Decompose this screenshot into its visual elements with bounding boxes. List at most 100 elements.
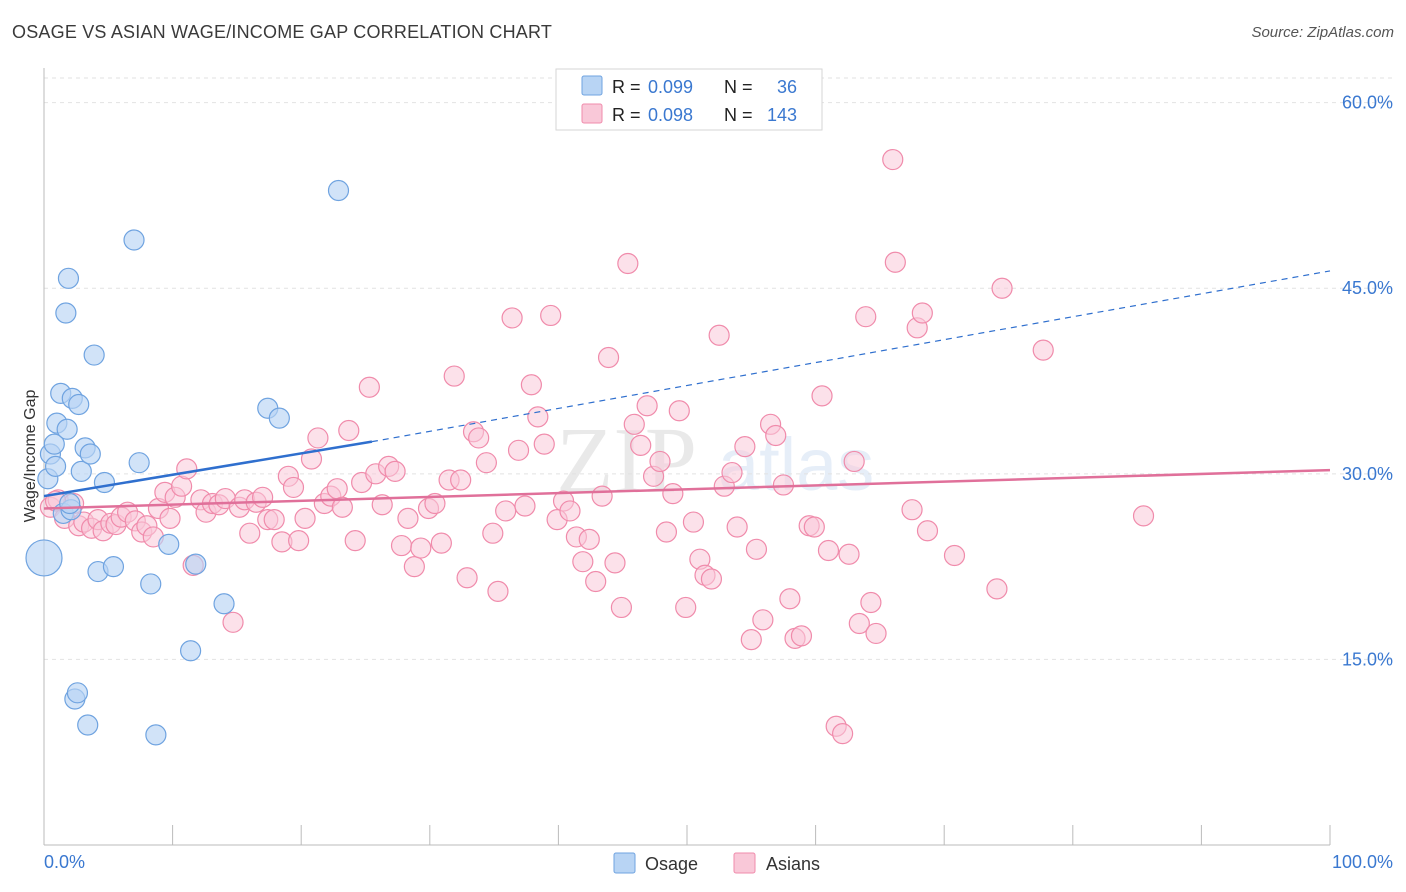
asians-point [585, 570, 607, 593]
y-tick-label: 45.0% [1342, 278, 1393, 298]
asians-point [655, 521, 678, 543]
asians-point [501, 307, 523, 329]
asians-point [682, 511, 705, 533]
osage-trend-extension [371, 270, 1331, 443]
asians-point [817, 539, 840, 562]
asians-point [591, 485, 613, 507]
asians-point [668, 400, 690, 422]
asians-point [848, 612, 870, 635]
asians-point [740, 629, 762, 651]
x-tick-label-max: 100.0% [1332, 852, 1393, 872]
osage-r-value: 0.099 [648, 77, 693, 97]
legend-osage-swatch [613, 852, 636, 874]
osage-point [57, 267, 80, 289]
asians-n-label: N = [724, 105, 753, 125]
asians-point [443, 365, 465, 387]
asians-point [721, 461, 743, 484]
asians-point [700, 568, 723, 590]
asians-point [943, 544, 966, 567]
asians-point [745, 538, 768, 560]
osage-point [43, 433, 65, 455]
asians-point [779, 588, 801, 610]
asians-point [397, 507, 419, 529]
osage-point [145, 724, 167, 746]
asians-point [662, 483, 684, 505]
osage-point [268, 407, 290, 429]
asians-point [843, 450, 865, 473]
asians-point [597, 346, 620, 369]
osage-point [25, 539, 63, 577]
asians-point [263, 509, 285, 531]
x-tick-label-min: 0.0% [44, 852, 85, 872]
asians-point [300, 448, 323, 470]
asians-point [610, 596, 633, 619]
osage-point [59, 492, 81, 515]
asians-point [838, 543, 860, 565]
asians-point [282, 476, 305, 499]
y-tick-label: 30.0% [1342, 464, 1393, 484]
asians-point [623, 413, 645, 435]
y-tick-label: 15.0% [1342, 649, 1393, 669]
asians-point [159, 507, 181, 529]
asians-point [855, 306, 877, 328]
legend-asians-swatch [733, 852, 756, 874]
asians-point [617, 252, 639, 275]
y-tick-label: 60.0% [1342, 93, 1393, 113]
osage-point [79, 443, 101, 465]
asians-point [344, 530, 366, 552]
asians-point [572, 551, 594, 573]
chart-title: OSAGE VS ASIAN WAGE/INCOME GAP CORRELATI… [12, 22, 553, 42]
asians-point [294, 507, 316, 529]
osage-point [213, 593, 235, 615]
asians-point [507, 439, 530, 461]
asians-point [424, 492, 446, 515]
asians-point [252, 486, 274, 508]
asians-point [390, 534, 413, 557]
osage-n-label: N = [724, 77, 753, 97]
osage-point [68, 393, 90, 416]
asians-point [520, 374, 542, 396]
y-axis-label: Wage/Income Gap [22, 390, 39, 523]
series-legend: Osage Asians [613, 852, 820, 874]
osage-point [56, 418, 78, 440]
asians-point [991, 277, 1013, 299]
asians-point [1132, 505, 1155, 527]
asians-point [630, 434, 652, 456]
asians-point [649, 450, 671, 473]
osage-point [128, 452, 150, 474]
asians-point [636, 395, 658, 417]
asians-point [752, 609, 774, 631]
asians-point [1032, 339, 1054, 361]
osage-trend-line [43, 440, 373, 498]
asians-point [410, 537, 432, 559]
asians-point [540, 304, 562, 327]
asians-point [358, 376, 380, 398]
asians-point [468, 427, 490, 449]
asians-point [604, 552, 626, 574]
osage-point [66, 682, 89, 704]
series-asians-points [39, 148, 1155, 745]
asians-point [176, 458, 198, 480]
asians-point [527, 406, 549, 428]
asians-r-value: 0.098 [648, 105, 693, 125]
asians-point [578, 528, 600, 550]
asians-point [559, 500, 581, 522]
osage-point [93, 471, 116, 494]
asians-point [403, 556, 425, 578]
trend-lines [43, 270, 1331, 510]
asians-point [288, 530, 310, 552]
osage-point [83, 344, 105, 366]
source-credit: Source: ZipAtlas.com [1251, 24, 1394, 41]
osage-point [102, 556, 125, 578]
osage-swatch [581, 75, 603, 96]
osage-point [158, 533, 180, 555]
asians-point [911, 302, 933, 324]
asians-point [882, 148, 904, 171]
legend-asians-label: Asians [766, 854, 820, 874]
stats-legend: R = 0.099 N = 36 R = 0.098 N = 143 [555, 68, 823, 131]
asians-point [307, 427, 329, 449]
osage-point [55, 302, 77, 324]
osage-n-value: 36 [777, 77, 797, 97]
asians-point [675, 596, 697, 619]
osage-point [70, 460, 92, 482]
